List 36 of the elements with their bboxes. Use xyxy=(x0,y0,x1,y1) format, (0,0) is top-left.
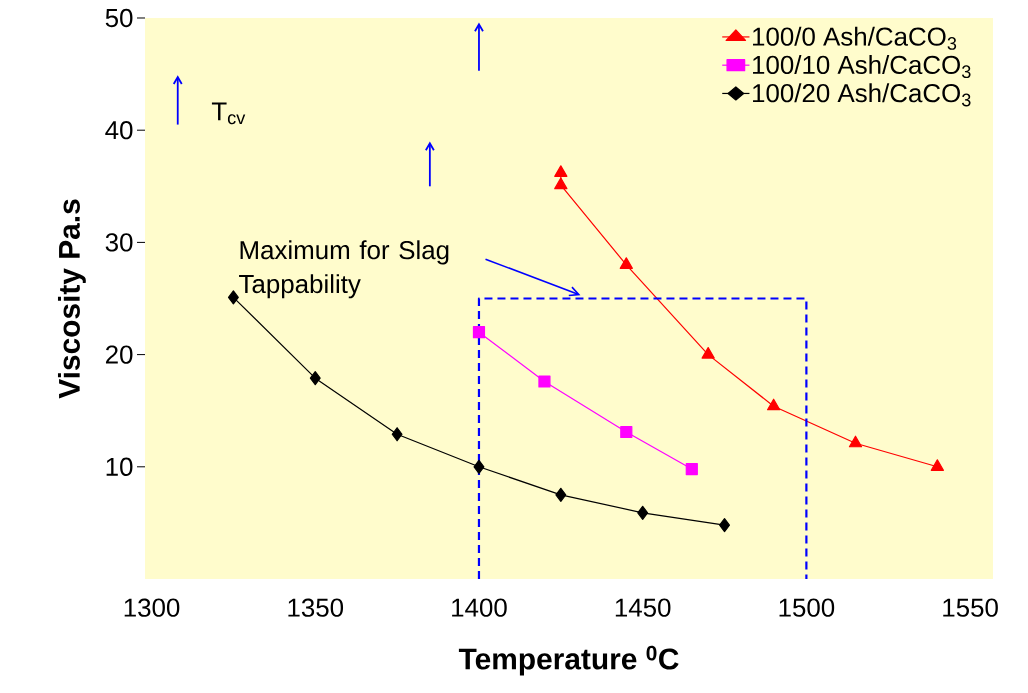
y-tick-label: 30 xyxy=(105,233,133,252)
point xyxy=(554,165,568,177)
y-tick-label: 10 xyxy=(106,457,133,476)
y-axis-title: Viscosity Pa.s xyxy=(57,199,86,399)
point xyxy=(538,375,551,388)
point xyxy=(391,427,403,442)
point xyxy=(227,290,239,305)
point xyxy=(309,371,321,386)
point xyxy=(930,459,945,471)
legend-label: 100/10 Ash/CaCO$_{3}$ xyxy=(753,55,971,79)
y-tick-label: 40 xyxy=(105,121,133,140)
point xyxy=(701,347,715,359)
point xyxy=(555,487,567,502)
point xyxy=(554,177,568,190)
x-tick-label: 1550 xyxy=(943,598,998,617)
point xyxy=(685,462,698,476)
point xyxy=(620,425,633,439)
point xyxy=(637,505,649,520)
legend-label: 100/20 Ash/CaCO$_{3}$ xyxy=(753,83,971,107)
x-tick-label: 1450 xyxy=(615,598,671,617)
y-tick-label: 50 xyxy=(105,8,133,28)
point xyxy=(719,518,731,533)
legend-label: 100/0 Ash/CaCO$_{3}$ xyxy=(753,26,957,50)
x-tick-label: 1400 xyxy=(452,598,507,617)
annotation: T$_{cv}$ xyxy=(211,102,246,125)
point xyxy=(472,326,486,339)
x-axis-title: Temperature $^{0}$C xyxy=(458,645,679,676)
point xyxy=(848,435,863,448)
x-tick-label: 1500 xyxy=(779,598,835,617)
y-tick-label: 20 xyxy=(105,345,133,364)
x-tick-label: 1300 xyxy=(124,598,180,617)
annotation: Maximum for Slag Tappability xyxy=(239,240,449,299)
point xyxy=(473,459,485,474)
point xyxy=(619,257,633,269)
x-tick-label: 1350 xyxy=(288,598,344,617)
point xyxy=(766,398,781,411)
